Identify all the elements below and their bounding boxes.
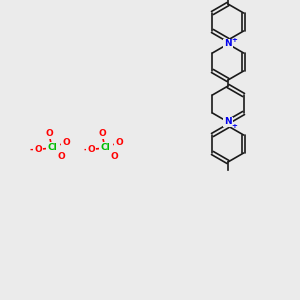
Text: O: O <box>87 145 95 154</box>
Text: O: O <box>115 138 123 147</box>
Text: +: + <box>231 123 237 129</box>
Text: O: O <box>58 152 66 161</box>
Text: O: O <box>111 152 119 161</box>
Text: -: - <box>30 144 34 154</box>
Text: O: O <box>98 130 106 139</box>
Text: Cl: Cl <box>100 143 110 152</box>
Text: -: - <box>83 144 87 154</box>
Text: Cl: Cl <box>47 143 57 152</box>
Text: +: + <box>231 37 237 43</box>
Text: O: O <box>34 145 42 154</box>
Text: N: N <box>224 118 232 127</box>
Text: N: N <box>224 40 232 49</box>
Text: O: O <box>62 138 70 147</box>
Text: O: O <box>45 130 53 139</box>
